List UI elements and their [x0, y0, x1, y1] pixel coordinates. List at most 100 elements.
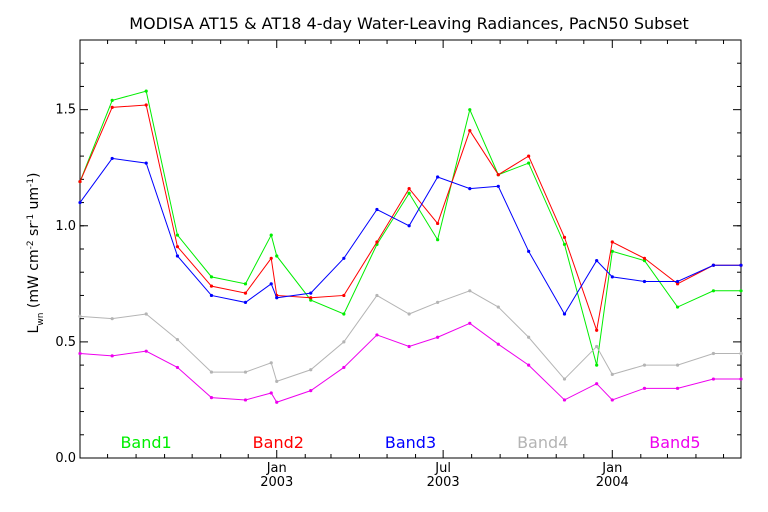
data-point-band1 — [562, 242, 567, 246]
data-point-band2 — [675, 282, 680, 286]
data-point-band3 — [527, 249, 531, 253]
data-point-band1 — [436, 238, 440, 242]
y-axis-label-main: L — [26, 325, 42, 333]
data-point-band4 — [269, 361, 273, 365]
data-point-band2 — [309, 296, 313, 300]
data-point-band2 — [375, 240, 379, 244]
data-point-band2 — [642, 256, 647, 260]
data-point-band5 — [407, 344, 411, 349]
data-point-band5 — [675, 386, 680, 390]
data-point-band4 — [407, 312, 411, 316]
data-point-band5 — [711, 377, 716, 381]
y-axis-label-sub: wn — [36, 313, 46, 326]
data-point-band5 — [110, 354, 114, 358]
data-point-band5 — [144, 349, 148, 353]
data-point-band4 — [375, 293, 379, 298]
data-point-band2 — [407, 187, 411, 191]
data-point-band5 — [209, 396, 214, 400]
data-point-band3 — [610, 275, 614, 279]
data-point-band3 — [711, 263, 716, 267]
data-point-band2 — [269, 256, 273, 260]
data-point-band1 — [642, 259, 647, 263]
chart-title: MODISA AT15 & AT18 4-day Water-Leaving R… — [129, 14, 689, 33]
data-point-band2 — [595, 328, 599, 332]
data-point-band5 — [595, 382, 599, 386]
data-point-band4 — [610, 372, 614, 376]
svg-text:Lwn (mW cm-2 sr-1 um-1): Lwn (mW cm-2 sr-1 um-1) — [26, 173, 46, 334]
data-point-band5 — [275, 400, 279, 404]
data-point-band4 — [342, 340, 346, 344]
data-point-band4 — [309, 368, 313, 372]
legend-label-band1: Band1 — [120, 433, 171, 452]
data-point-band1 — [243, 282, 248, 286]
data-point-band5 — [468, 321, 472, 325]
data-point-band5 — [375, 333, 379, 337]
data-point-band4 — [175, 337, 180, 342]
data-point-band3 — [78, 200, 82, 205]
data-point-band3 — [110, 156, 114, 161]
data-point-band4 — [209, 370, 214, 374]
data-point-band3 — [209, 293, 214, 298]
data-point-band5 — [269, 391, 273, 395]
data-point-band4 — [642, 363, 647, 367]
data-point-band5 — [175, 365, 180, 370]
data-point-band5 — [342, 365, 346, 370]
data-point-band2 — [144, 103, 148, 107]
data-point-band2 — [78, 180, 82, 184]
data-point-band1 — [269, 233, 273, 237]
data-point-band5 — [739, 377, 743, 381]
data-point-band4 — [110, 317, 114, 321]
data-point-band5 — [78, 351, 82, 356]
data-point-band2 — [110, 105, 114, 109]
data-point-band3 — [407, 224, 411, 228]
data-point-band1 — [739, 289, 743, 293]
data-point-band3 — [436, 175, 440, 179]
data-point-band1 — [711, 289, 716, 293]
data-point-band4 — [595, 344, 599, 349]
y-axis-label: Lwn (mW cm-2 sr-1 um-1) — [26, 173, 46, 334]
data-point-band3 — [562, 312, 567, 316]
data-point-band4 — [496, 305, 500, 309]
data-point-band3 — [309, 291, 313, 295]
data-point-band1 — [275, 254, 279, 258]
data-point-band2 — [436, 221, 440, 226]
y-tick-label: 1.0 — [55, 219, 76, 234]
y-tick-label: 1.5 — [55, 103, 76, 118]
x-tick-label-year: 2004 — [596, 475, 629, 490]
legend-label-band4: Band4 — [517, 433, 568, 452]
legend-label-band2: Band2 — [253, 433, 304, 452]
data-point-band3 — [275, 296, 279, 300]
data-point-band4 — [562, 377, 567, 381]
data-point-band3 — [675, 279, 680, 284]
data-point-band5 — [562, 398, 567, 402]
x-tick-label-month: Jan — [601, 461, 622, 476]
data-point-band2 — [527, 154, 531, 158]
data-point-band1 — [342, 312, 346, 316]
data-point-band1 — [175, 233, 180, 237]
y-axis-label-mid2: um — [26, 187, 42, 214]
data-point-band1 — [468, 108, 472, 112]
data-point-band4 — [78, 314, 82, 318]
data-point-band4 — [739, 351, 743, 356]
data-point-band2 — [342, 293, 346, 298]
data-point-band5 — [496, 342, 500, 346]
data-point-band5 — [642, 386, 647, 390]
data-point-band3 — [375, 207, 379, 212]
data-point-band3 — [342, 256, 346, 260]
y-axis-label-open: (mW cm — [26, 249, 42, 312]
data-point-band3 — [642, 279, 647, 284]
data-point-band5 — [243, 398, 248, 402]
x-tick-label-year: 2003 — [260, 475, 293, 490]
data-point-band3 — [496, 184, 500, 188]
data-point-band1 — [209, 275, 214, 279]
data-point-band3 — [595, 259, 599, 263]
data-point-band3 — [175, 254, 180, 258]
data-point-band2 — [610, 240, 614, 244]
legend-label-band3: Band3 — [385, 433, 436, 452]
data-point-band3 — [468, 187, 472, 191]
data-point-band2 — [496, 173, 500, 177]
x-tick-label-month: Jan — [266, 461, 287, 476]
data-point-band1 — [527, 161, 531, 165]
